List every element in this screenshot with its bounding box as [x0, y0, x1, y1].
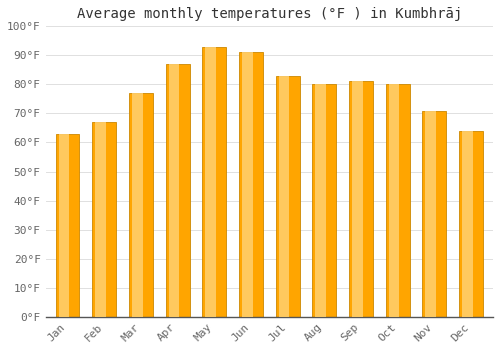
Bar: [386, 84, 409, 317]
Bar: [459, 131, 483, 317]
Bar: [239, 52, 263, 317]
Bar: [312, 84, 336, 317]
Bar: [92, 122, 116, 317]
Bar: [352, 82, 363, 317]
Bar: [168, 64, 179, 317]
Bar: [166, 64, 190, 317]
Bar: [58, 134, 70, 317]
Bar: [462, 131, 473, 317]
Bar: [242, 52, 253, 317]
Bar: [388, 84, 400, 317]
Bar: [206, 47, 216, 317]
Bar: [426, 111, 436, 317]
Bar: [129, 93, 153, 317]
Bar: [132, 93, 142, 317]
Bar: [278, 76, 289, 317]
Title: Average monthly temperatures (°F ) in Kumbhrāj: Average monthly temperatures (°F ) in Ku…: [76, 7, 462, 21]
Bar: [96, 122, 106, 317]
Bar: [422, 111, 446, 317]
Bar: [202, 47, 226, 317]
Bar: [56, 134, 80, 317]
Bar: [349, 82, 373, 317]
Bar: [316, 84, 326, 317]
Bar: [276, 76, 299, 317]
